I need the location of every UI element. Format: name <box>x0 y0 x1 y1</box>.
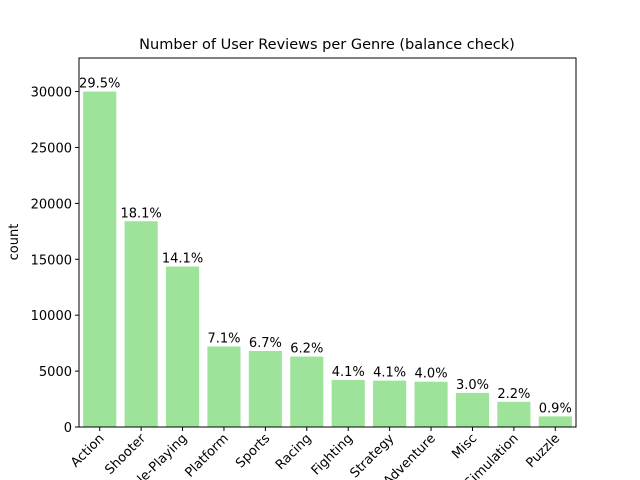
bar <box>124 221 158 427</box>
y-tick-label: 30000 <box>31 86 72 101</box>
bar <box>207 346 241 427</box>
value-label: 7.1% <box>207 331 240 346</box>
value-label: 4.0% <box>415 367 448 382</box>
bar <box>248 350 282 427</box>
value-label: 4.1% <box>373 366 406 381</box>
plot-frame <box>78 57 577 428</box>
y-tick-label: 25000 <box>31 141 72 156</box>
y-axis-label: count <box>7 224 22 261</box>
value-label: 0.9% <box>539 401 572 416</box>
value-label: 18.1% <box>120 206 161 221</box>
y-tick-label: 5000 <box>39 365 72 380</box>
value-label: 2.2% <box>497 387 530 402</box>
bar <box>373 380 407 427</box>
value-label: 3.0% <box>456 378 489 393</box>
value-label: 4.1% <box>332 365 365 380</box>
value-label: 6.7% <box>249 336 282 351</box>
bar <box>414 381 448 427</box>
y-tick-label: 0 <box>64 421 72 436</box>
bar <box>165 266 200 427</box>
y-tick-label: 15000 <box>31 253 72 268</box>
bar <box>538 416 572 427</box>
bar <box>331 380 365 427</box>
bar <box>497 401 531 427</box>
bar <box>455 392 490 427</box>
y-tick-label: 20000 <box>31 197 72 212</box>
value-label: 14.1% <box>162 252 203 267</box>
value-label: 6.2% <box>290 342 323 357</box>
bar <box>83 91 117 427</box>
y-tick-label: 10000 <box>31 309 72 324</box>
chart-title: Number of User Reviews per Genre (balanc… <box>139 37 515 53</box>
value-label: 29.5% <box>79 77 120 92</box>
bar <box>290 356 324 427</box>
